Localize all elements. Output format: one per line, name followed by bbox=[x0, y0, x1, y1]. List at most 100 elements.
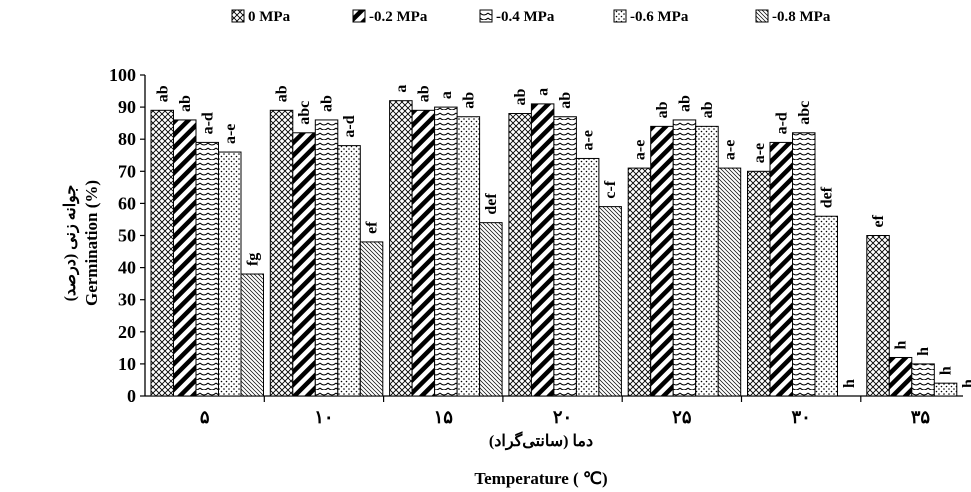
bar bbox=[747, 170, 771, 397]
bar bbox=[359, 241, 384, 397]
legend-label: 0 MPa bbox=[248, 9, 291, 25]
x-tick-label: ۱۰ bbox=[314, 407, 333, 427]
significance-label: ef bbox=[364, 221, 381, 234]
bar bbox=[933, 382, 958, 397]
x-tick-label: ۱۵ bbox=[434, 407, 454, 427]
significance-label: ab bbox=[274, 85, 291, 102]
bar bbox=[911, 363, 935, 397]
significance-label: ab bbox=[676, 95, 693, 112]
bar bbox=[434, 106, 458, 397]
legend-swatch bbox=[755, 9, 769, 23]
significance-label: abc bbox=[296, 101, 313, 125]
significance-label: ab bbox=[177, 95, 194, 112]
legend-swatch bbox=[613, 9, 627, 23]
significance-label: ab bbox=[415, 85, 432, 102]
significance-label: h bbox=[893, 340, 910, 349]
significance-label: c-f bbox=[602, 180, 619, 198]
significance-label: h bbox=[841, 379, 858, 388]
bar bbox=[866, 235, 890, 397]
x-tick-label: ۳۰ bbox=[791, 407, 810, 427]
y-tick-label: 50 bbox=[118, 226, 136, 246]
significance-label: ab bbox=[699, 101, 716, 118]
x-axis-title-fa: دما (سانتی‌گراد) bbox=[489, 431, 593, 451]
bar bbox=[792, 132, 816, 397]
bar bbox=[269, 109, 294, 397]
significance-label: a bbox=[393, 85, 410, 93]
significance-label: a-d bbox=[341, 115, 358, 137]
y-tick-label: 90 bbox=[118, 97, 136, 117]
y-tick-label: 30 bbox=[118, 290, 136, 310]
legend: 0 MPa -0.2 MPa -0.4 MPa -0.6 MPa -0.8 MPa bbox=[231, 9, 831, 25]
y-tick-label: 100 bbox=[109, 65, 136, 85]
legend-label: -0.6 MPa bbox=[630, 9, 689, 25]
y-tick-label: 70 bbox=[118, 161, 136, 181]
significance-label: ab bbox=[557, 92, 574, 109]
significance-label: a bbox=[535, 88, 552, 96]
significance-label: a-e bbox=[580, 130, 597, 150]
significance-label: abc bbox=[796, 101, 813, 125]
significance-label: fg bbox=[244, 253, 261, 266]
bar bbox=[650, 125, 674, 397]
bar bbox=[150, 109, 174, 397]
significance-label: def bbox=[483, 193, 500, 215]
significance-label: ab bbox=[512, 89, 529, 106]
significance-label: h bbox=[915, 347, 932, 356]
bar bbox=[508, 113, 532, 397]
y-tick-label: 10 bbox=[118, 354, 136, 374]
y-tick-label: 0 bbox=[127, 386, 136, 406]
bar bbox=[627, 167, 652, 397]
significance-label: ef bbox=[870, 214, 887, 227]
bar bbox=[218, 151, 242, 397]
x-tick-label: ۲۰ bbox=[553, 407, 572, 427]
bar bbox=[173, 119, 197, 397]
bar bbox=[479, 222, 503, 397]
legend-swatch bbox=[479, 9, 493, 23]
bar bbox=[695, 125, 719, 397]
legend-label: -0.4 MPa bbox=[496, 9, 555, 25]
bar bbox=[814, 215, 838, 397]
x-tick-label: ۵ bbox=[200, 407, 210, 427]
bar bbox=[292, 132, 316, 397]
significance-label: ab bbox=[319, 95, 336, 112]
legend-label: -0.8 MPa bbox=[772, 9, 831, 25]
significance-label: a-e bbox=[751, 143, 768, 163]
bar bbox=[337, 145, 361, 397]
legend-swatch bbox=[231, 9, 245, 23]
y-axis-title-fa: جوانه زنی (درصد) bbox=[62, 185, 80, 302]
bar bbox=[411, 109, 436, 397]
bar bbox=[530, 103, 555, 397]
bar bbox=[240, 273, 264, 397]
bar bbox=[575, 157, 600, 397]
x-tick-label: ۳۵ bbox=[911, 407, 931, 427]
y-tick-label: 40 bbox=[118, 258, 136, 278]
bar bbox=[195, 141, 219, 397]
legend-label: -0.2 MPa bbox=[369, 9, 428, 25]
bar bbox=[598, 206, 622, 397]
significance-label: h bbox=[938, 366, 955, 375]
significance-label: a-e bbox=[721, 140, 738, 160]
significance-label: ab bbox=[154, 85, 171, 102]
bar bbox=[717, 167, 742, 397]
y-tick-label: 80 bbox=[118, 129, 136, 149]
x-tick-label: ۲۵ bbox=[672, 407, 692, 427]
bar bbox=[769, 141, 793, 397]
significance-label: ab bbox=[654, 101, 671, 118]
significance-label: a-e bbox=[631, 140, 648, 160]
significance-label: a-d bbox=[199, 112, 216, 134]
significance-label: a bbox=[438, 91, 455, 99]
bar bbox=[456, 116, 481, 397]
bar bbox=[389, 100, 413, 397]
legend-swatch bbox=[352, 9, 366, 23]
bar bbox=[553, 116, 577, 397]
y-tick-label: 60 bbox=[118, 193, 136, 213]
significance-label: a-e bbox=[222, 124, 239, 144]
significance-label: a-d bbox=[773, 112, 790, 134]
bar bbox=[314, 119, 339, 397]
significance-label: ab bbox=[460, 92, 477, 109]
bar bbox=[888, 356, 913, 397]
significance-label: def bbox=[818, 186, 835, 208]
significance-label: h bbox=[960, 379, 971, 388]
y-tick-label: 20 bbox=[118, 322, 136, 342]
